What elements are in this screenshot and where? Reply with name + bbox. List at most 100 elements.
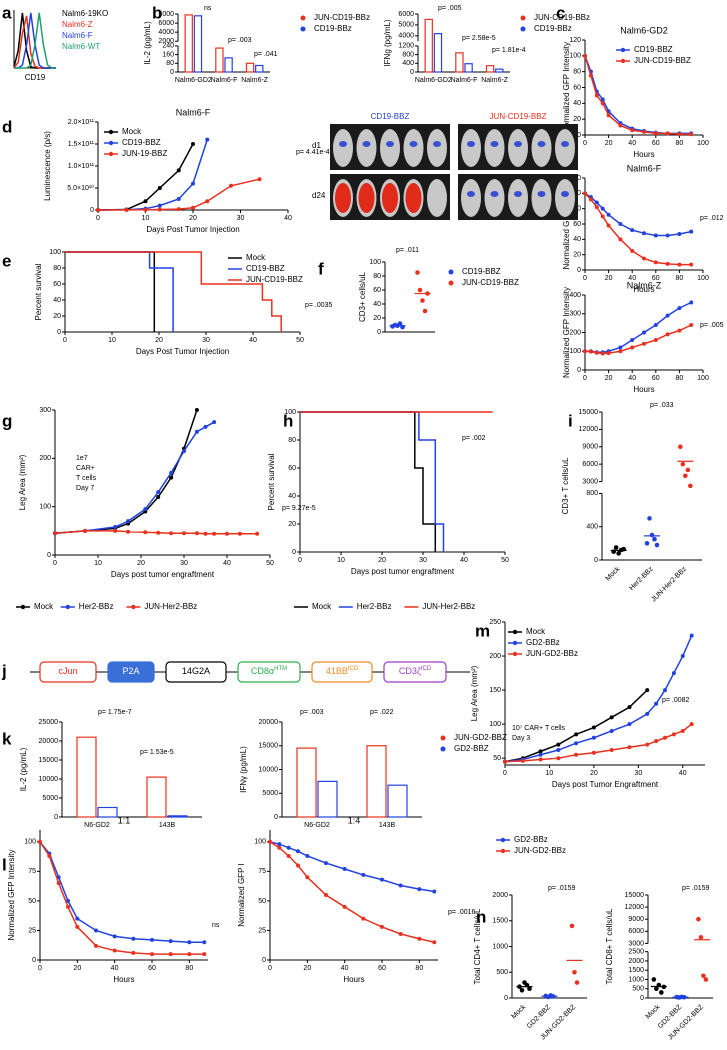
x-axis-label: Days Post Tumor Injection xyxy=(136,347,229,356)
y-tick-label: 50 xyxy=(258,898,266,905)
y-axis-label: Percent survival xyxy=(267,453,276,510)
y-tick-label: 0 xyxy=(504,995,508,1002)
data-point xyxy=(606,212,611,217)
x-tick-label: 0 xyxy=(53,560,57,567)
y-tick-label: 15000 xyxy=(579,409,599,416)
y-tick-label: 100 xyxy=(369,259,381,266)
data-point xyxy=(594,205,599,210)
mouse xyxy=(427,129,447,167)
signal xyxy=(490,141,499,147)
x-tick-label: 40 xyxy=(111,965,119,972)
signal xyxy=(467,141,475,147)
legend-marker xyxy=(108,129,114,135)
x-tick-label: 0 xyxy=(96,215,100,222)
y-tick-label: 0 xyxy=(577,132,581,139)
signal xyxy=(358,183,375,213)
data-point xyxy=(653,260,658,265)
mouse xyxy=(531,179,552,217)
y-tick-label: 5.0×10¹⁰ xyxy=(67,184,94,192)
y-tick-label: 40 xyxy=(573,100,581,107)
series-line xyxy=(54,530,258,535)
panel-letter: h xyxy=(283,411,293,430)
legend-marker xyxy=(300,15,306,21)
series-line xyxy=(269,841,435,944)
data-point xyxy=(645,742,650,747)
bar xyxy=(193,15,203,73)
annotation: p= .022 xyxy=(370,709,394,716)
legend-label: CD19-BBz xyxy=(534,24,572,33)
data-point xyxy=(182,449,186,454)
legend-label: GD2-BBZ xyxy=(454,744,489,753)
panel-letter: n xyxy=(476,907,486,926)
image-column-label: CD19-BBZ xyxy=(371,112,410,121)
annotation: Day 7 xyxy=(76,485,94,492)
x-tick-label: 30 xyxy=(634,770,642,777)
data-point xyxy=(202,940,207,945)
x-tick-label: 20 xyxy=(605,375,613,382)
x-tick-label: 10 xyxy=(142,215,150,222)
construct-label-sup: HTM xyxy=(274,666,287,672)
x-axis-label: Hours xyxy=(633,150,654,159)
data-point xyxy=(600,97,605,102)
y-tick-label: 12000 xyxy=(625,904,645,911)
panel-letter: k xyxy=(2,729,12,748)
y-tick-label: 60 xyxy=(288,465,296,472)
data-point xyxy=(630,248,635,253)
x-axis-label: Hours xyxy=(113,975,134,984)
x-tick-label: 40 xyxy=(628,140,636,147)
y-tick-label: 2000 xyxy=(492,892,508,899)
data-point xyxy=(305,875,310,880)
construct-part xyxy=(39,661,97,683)
x-axis-label: Days post tumor engraftment xyxy=(351,567,455,576)
data-point xyxy=(257,177,262,182)
data-point xyxy=(169,475,174,480)
panel-letter: e xyxy=(2,251,11,270)
y-axis-label: Leg Area (mm²) xyxy=(470,665,479,721)
bar xyxy=(167,815,188,818)
data-point xyxy=(618,123,623,128)
y-tick-label: 40 xyxy=(573,236,581,243)
y-tick-label: 60 xyxy=(53,281,61,288)
data-point xyxy=(296,863,300,868)
legend-label: JUN-CD19-BBZ xyxy=(246,275,303,284)
legend-label: Mock xyxy=(122,127,142,136)
y-axis-label: IL-2 (pg/mL) xyxy=(19,747,28,791)
data-point xyxy=(680,728,685,733)
annotation: p= .0035 xyxy=(305,302,333,309)
y-tick-label: 0 xyxy=(577,367,581,374)
data-point xyxy=(112,934,117,939)
chart-title: Nalm6-Z xyxy=(627,280,662,290)
data-point xyxy=(653,338,658,342)
bar xyxy=(366,745,387,818)
x-tick-label: 60 xyxy=(148,965,156,972)
data-point xyxy=(689,323,694,327)
series-line xyxy=(14,12,56,69)
legend-label: Her2-BBz xyxy=(79,602,114,611)
annotation: p= .003 xyxy=(228,37,252,44)
bar xyxy=(255,64,264,73)
legend-marker xyxy=(108,151,114,157)
signal xyxy=(537,191,546,197)
data-point xyxy=(652,536,657,542)
legend-marker xyxy=(440,735,446,741)
data-point xyxy=(606,351,611,356)
x-tick-label: 0 xyxy=(38,965,42,972)
legend-label: JUN-GD2-BBz xyxy=(514,846,566,855)
y-tick-label: 0 xyxy=(54,814,58,821)
panel-letter: b xyxy=(152,3,162,22)
x-tick-label: 80 xyxy=(185,965,193,972)
y-axis-label: CD3+ T cells/uL xyxy=(561,457,570,514)
legend-label: Mock xyxy=(312,602,332,611)
y-tick-label: 800 xyxy=(402,51,414,58)
data-point xyxy=(606,223,611,228)
legend-label: CD19-BBz xyxy=(314,24,352,33)
signal xyxy=(386,141,394,147)
y-tick-label: 80 xyxy=(53,265,61,272)
data-point xyxy=(66,904,70,909)
data-point xyxy=(157,207,162,212)
annotation: p= .012 xyxy=(700,215,724,222)
construct-part xyxy=(311,661,373,683)
y-tick-label: 80 xyxy=(373,273,381,280)
panel-letter: d xyxy=(2,117,12,136)
